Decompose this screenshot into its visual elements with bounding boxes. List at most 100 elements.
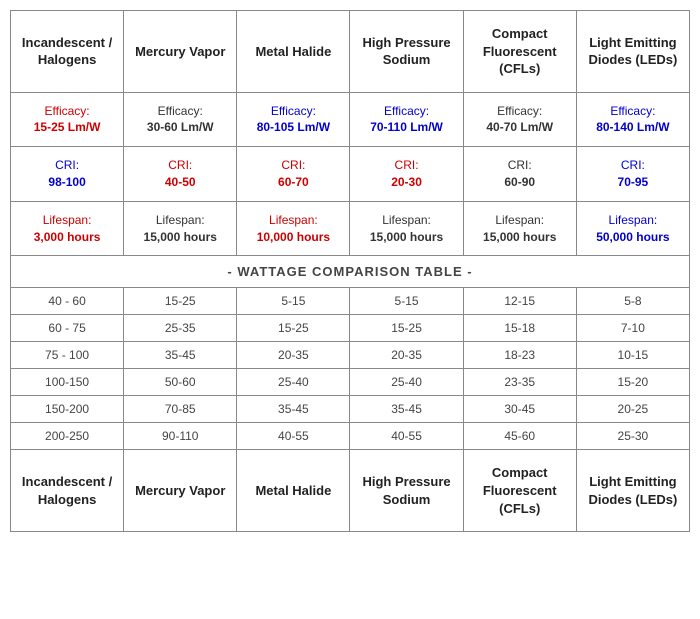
metric-cell: CRI:60-70	[237, 147, 350, 202]
wattage-cell: 20-25	[576, 396, 689, 423]
wattage-cell: 25-35	[124, 315, 237, 342]
metric-value: 15,000 hours	[128, 229, 232, 246]
metric-cell: Lifespan:15,000 hours	[463, 201, 576, 256]
wattage-cell: 18-23	[463, 342, 576, 369]
metric-value: 15,000 hours	[354, 229, 458, 246]
col-header: Mercury Vapor	[124, 11, 237, 93]
wattage-cell: 45-60	[463, 423, 576, 450]
metric-cell: CRI:40-50	[124, 147, 237, 202]
lighting-comparison-table: Incandescent / Halogens Mercury Vapor Me…	[10, 10, 690, 532]
metric-value: 10,000 hours	[241, 229, 345, 246]
wattage-cell: 20-35	[350, 342, 463, 369]
metric-cell: CRI:98-100	[11, 147, 124, 202]
wattage-cell: 23-35	[463, 369, 576, 396]
wattage-cell: 25-30	[576, 423, 689, 450]
metric-cell: CRI:70-95	[576, 147, 689, 202]
metric-row: Efficacy:15-25 Lm/WEfficacy:30-60 Lm/WEf…	[11, 92, 690, 147]
metric-label: Efficacy:	[468, 103, 572, 120]
metric-value: 15-25 Lm/W	[15, 119, 119, 136]
col-header: Incandescent / Halogens	[11, 11, 124, 93]
metric-cell: Efficacy:30-60 Lm/W	[124, 92, 237, 147]
metric-label: Lifespan:	[128, 212, 232, 229]
metric-cell: CRI:60-90	[463, 147, 576, 202]
col-header: Incandescent / Halogens	[11, 450, 124, 532]
wattage-cell: 12-15	[463, 288, 576, 315]
metric-value: 80-140 Lm/W	[581, 119, 685, 136]
metric-cell: Efficacy:70-110 Lm/W	[350, 92, 463, 147]
col-header: Light Emitting Diodes (LEDs)	[576, 11, 689, 93]
metric-value: 30-60 Lm/W	[128, 119, 232, 136]
wattage-cell: 70-85	[124, 396, 237, 423]
wattage-row: 40 - 6015-255-155-1512-155-8	[11, 288, 690, 315]
col-header: Mercury Vapor	[124, 450, 237, 532]
wattage-cell: 7-10	[576, 315, 689, 342]
wattage-cell: 35-45	[124, 342, 237, 369]
header-row-top: Incandescent / Halogens Mercury Vapor Me…	[11, 11, 690, 93]
metric-row: Lifespan:3,000 hoursLifespan:15,000 hour…	[11, 201, 690, 256]
wattage-cell: 30-45	[463, 396, 576, 423]
wattage-title: - WATTAGE COMPARISON TABLE -	[11, 256, 690, 288]
metric-row: CRI:98-100CRI:40-50CRI:60-70CRI:20-30CRI…	[11, 147, 690, 202]
metric-label: CRI:	[15, 157, 119, 174]
metric-value: 70-110 Lm/W	[354, 119, 458, 136]
wattage-cell: 40-55	[237, 423, 350, 450]
metric-value: 15,000 hours	[468, 229, 572, 246]
metric-cell: Lifespan:50,000 hours	[576, 201, 689, 256]
metric-value: 50,000 hours	[581, 229, 685, 246]
metric-label: Lifespan:	[581, 212, 685, 229]
metric-value: 3,000 hours	[15, 229, 119, 246]
wattage-cell: 40-55	[350, 423, 463, 450]
metric-value: 20-30	[354, 174, 458, 191]
metric-value: 40-70 Lm/W	[468, 119, 572, 136]
wattage-row: 60 - 7525-3515-2515-2515-187-10	[11, 315, 690, 342]
wattage-row: 150-20070-8535-4535-4530-4520-25	[11, 396, 690, 423]
col-header: Compact Fluorescent (CFLs)	[463, 11, 576, 93]
metric-cell: Lifespan:15,000 hours	[350, 201, 463, 256]
wattage-cell: 200-250	[11, 423, 124, 450]
metric-value: 70-95	[581, 174, 685, 191]
col-header: High Pressure Sodium	[350, 450, 463, 532]
wattage-cell: 60 - 75	[11, 315, 124, 342]
metric-value: 80-105 Lm/W	[241, 119, 345, 136]
metric-cell: Lifespan:3,000 hours	[11, 201, 124, 256]
metric-label: Efficacy:	[354, 103, 458, 120]
metric-label: Efficacy:	[581, 103, 685, 120]
wattage-title-row: - WATTAGE COMPARISON TABLE -	[11, 256, 690, 288]
metric-cell: Efficacy:80-105 Lm/W	[237, 92, 350, 147]
metric-cell: Lifespan:15,000 hours	[124, 201, 237, 256]
metric-cell: CRI:20-30	[350, 147, 463, 202]
wattage-cell: 15-20	[576, 369, 689, 396]
wattage-row: 100-15050-6025-4025-4023-3515-20	[11, 369, 690, 396]
wattage-cell: 5-15	[237, 288, 350, 315]
wattage-cell: 15-25	[237, 315, 350, 342]
metric-value: 60-70	[241, 174, 345, 191]
col-header: Metal Halide	[237, 11, 350, 93]
col-header: High Pressure Sodium	[350, 11, 463, 93]
metric-label: CRI:	[354, 157, 458, 174]
metric-label: CRI:	[241, 157, 345, 174]
metric-value: 98-100	[15, 174, 119, 191]
metric-label: CRI:	[128, 157, 232, 174]
wattage-cell: 25-40	[237, 369, 350, 396]
wattage-cell: 15-25	[350, 315, 463, 342]
metric-value: 40-50	[128, 174, 232, 191]
wattage-cell: 20-35	[237, 342, 350, 369]
metric-value: 60-90	[468, 174, 572, 191]
metric-label: Lifespan:	[468, 212, 572, 229]
metric-label: Lifespan:	[15, 212, 119, 229]
col-header: Compact Fluorescent (CFLs)	[463, 450, 576, 532]
wattage-cell: 150-200	[11, 396, 124, 423]
header-row-bottom: Incandescent / Halogens Mercury Vapor Me…	[11, 450, 690, 532]
metric-cell: Efficacy:40-70 Lm/W	[463, 92, 576, 147]
col-header: Metal Halide	[237, 450, 350, 532]
wattage-cell: 100-150	[11, 369, 124, 396]
metric-label: Efficacy:	[241, 103, 345, 120]
metric-label: Efficacy:	[128, 103, 232, 120]
wattage-cell: 35-45	[237, 396, 350, 423]
wattage-row: 75 - 10035-4520-3520-3518-2310-15	[11, 342, 690, 369]
wattage-cell: 40 - 60	[11, 288, 124, 315]
metric-label: CRI:	[468, 157, 572, 174]
wattage-cell: 75 - 100	[11, 342, 124, 369]
wattage-cell: 15-18	[463, 315, 576, 342]
wattage-cell: 25-40	[350, 369, 463, 396]
